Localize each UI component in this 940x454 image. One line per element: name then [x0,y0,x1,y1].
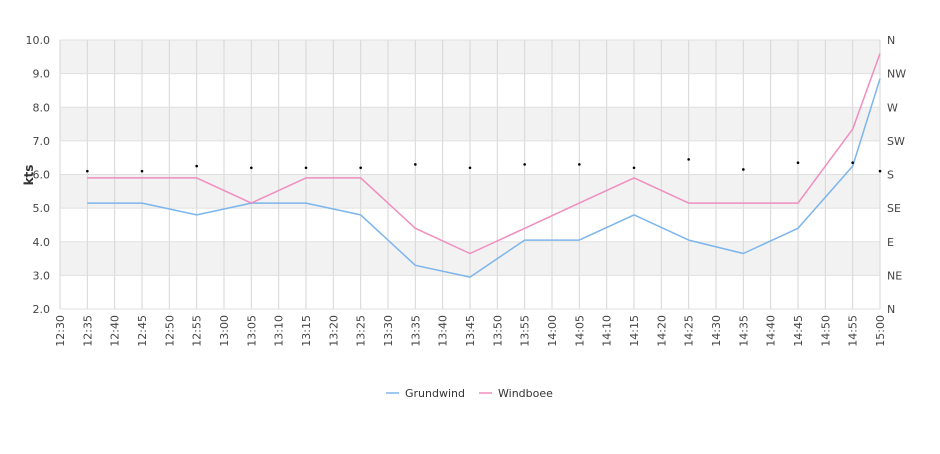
direction-marker [304,166,308,170]
y2-tick-label: W [887,101,898,114]
x-tick-label: 13:00 [218,315,231,347]
x-tick-label: 13:15 [300,315,313,347]
y2-tick-label: E [887,236,894,249]
direction-marker [468,166,472,170]
x-tick-label: 14:20 [655,315,668,347]
legend-label-grundwind: Grundwind [405,387,465,400]
x-tick-label: 14:10 [601,315,614,347]
x-tick-label: 14:15 [628,315,641,347]
horizontal-gridlines [60,39,880,310]
x-tick-label: 13:20 [327,315,340,347]
y-tick-label: 4.0 [33,236,51,249]
series-line-grundwind [87,78,881,278]
y-axis-title: kts [22,165,36,186]
legend-label-windboee: Windboee [498,387,553,400]
y-tick-label: 3.0 [33,269,51,282]
x-tick-label: 13:25 [355,315,368,347]
x-tick-label: 12:45 [136,315,149,347]
x-tick-label: 14:25 [683,315,696,347]
y-tick-label: 5.0 [33,202,51,215]
direction-marker [250,166,253,170]
x-tick-label: 13:05 [245,315,258,347]
x-tick-label: 14:40 [765,315,778,347]
x-tick-label: 13:50 [491,315,504,347]
direction-marker [578,163,581,166]
direction-marker [195,164,198,168]
x-tick-label: 15:00 [874,315,887,347]
x-tick-label: 12:30 [54,315,67,347]
series-line-windboee [87,53,881,255]
direction-marker [414,163,417,166]
x-tick-label: 14:50 [819,315,832,347]
x-tick-label: 14:00 [546,315,559,347]
y-tick-label: 9.0 [33,68,51,81]
direction-marker [140,169,144,173]
direction-marker [523,163,526,166]
x-tick-label: 14:35 [737,315,750,347]
y-tick-label: 2.0 [33,303,51,316]
direction-marker [687,158,690,161]
y2-tick-label: NW [887,68,906,81]
direction-marker [359,166,362,170]
x-tick-label: 14:55 [847,315,860,347]
x-tick-label: 14:05 [573,315,586,347]
direction-marker [86,169,89,173]
y-tick-label: 7.0 [33,135,51,148]
x-tick-label: 12:55 [191,315,204,347]
x-tick-label: 13:30 [382,315,395,347]
y2-tick-label: S [887,169,894,182]
y2-tick-label: SW [887,135,905,148]
x-tick-label: 14:45 [792,315,805,347]
direction-marker [796,161,800,165]
y-tick-label: 8.0 [33,101,51,114]
direction-marker [878,169,882,173]
y2-axis-ticks: N NE E SE S SW W NW N [887,34,906,316]
y2-tick-label: NE [887,269,902,282]
direction-markers [86,158,882,173]
x-tick-label: 13:35 [409,315,422,347]
y2-tick-label: N [887,34,895,47]
legend: Grundwind Windboee [386,387,553,400]
x-tick-label: 13:40 [437,315,450,347]
y-tick-label: 6.0 [33,169,51,182]
x-tick-label: 13:45 [464,315,477,347]
y-tick-label: 10.0 [26,34,51,47]
x-tick-label: 12:40 [109,315,122,347]
x-tick-label: 13:55 [519,315,532,347]
direction-marker [632,166,636,170]
x-tick-label: 13:10 [273,315,286,347]
x-tick-label: 14:30 [710,315,723,347]
y2-tick-label: N [887,303,895,316]
direction-marker [851,161,854,165]
y-axis-ticks: 2.0 3.0 4.0 5.0 6.0 7.0 8.0 9.0 10.0 [26,34,51,316]
x-axis-ticks: 12:30 12:35 12:40 12:45 12:50 12:55 13:00 13:05… [54,315,887,347]
series-lines [87,53,881,278]
x-tick-label: 12:50 [163,315,176,347]
x-tick-label: 12:35 [81,315,94,347]
direction-marker [742,168,745,171]
y2-tick-label: SE [887,202,901,215]
